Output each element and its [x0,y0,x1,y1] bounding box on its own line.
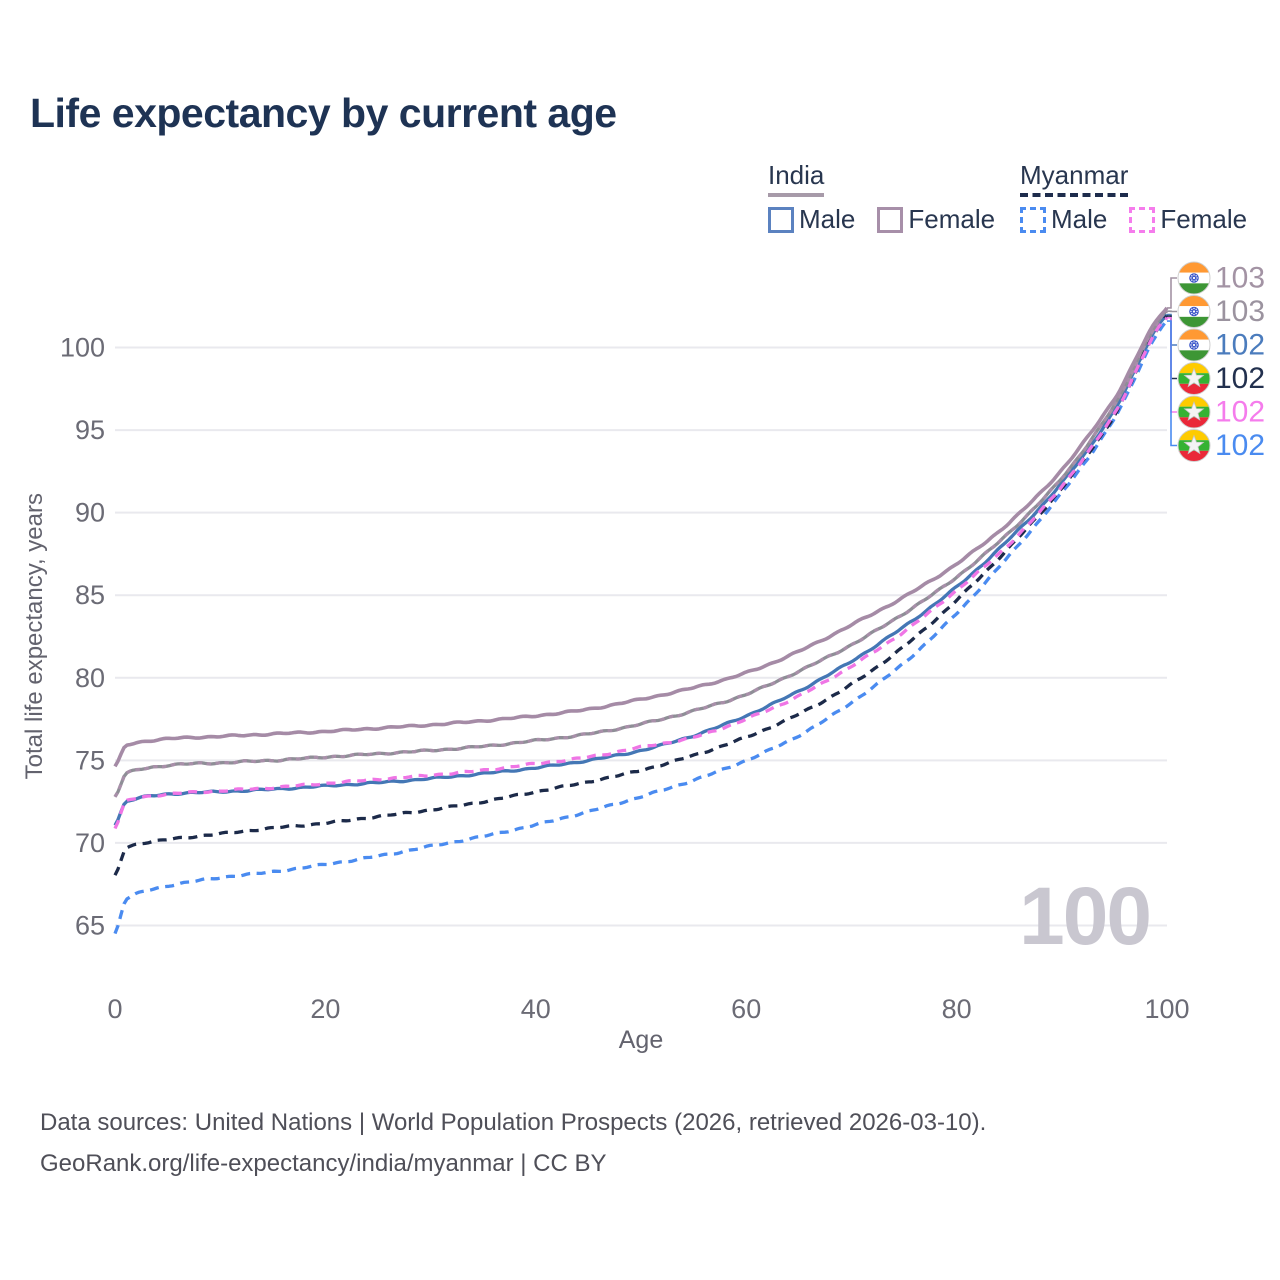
x-tick-label: 60 [731,994,761,1024]
x-tick-label: 40 [521,994,551,1024]
y-tick-label: 85 [75,580,105,610]
end-value-label-myanmar-male[interactable]: 102 [1215,429,1265,462]
legend-item-label: Female [1160,204,1248,234]
x-axis-title: Age [618,1026,664,1054]
x-tick-label: 100 [1144,994,1189,1024]
india-female-swatch-icon [877,206,904,233]
legend-item-india-male[interactable]: Male [768,204,855,235]
myanmar-flag-icon [1177,395,1211,429]
series-line-overlay-india-both-sexes [113,309,1168,798]
leader-line-myanmar-both-sexes [1167,315,1177,380]
india-male-swatch-icon [768,206,794,233]
series-line-india-female[interactable] [113,306,1169,768]
leader-line-india-female [1167,277,1177,309]
legend-item-india-female[interactable]: Female [877,204,995,235]
legend-item-label: Male [1051,204,1108,234]
myanmar-flag-icon [1177,362,1211,395]
y-tick-label: 100 [60,333,105,363]
end-value-label-india-both-sexes[interactable]: 103 [1215,295,1265,328]
india-flag-icon [1177,261,1211,295]
legend-item-myanmar-female[interactable]: Female [1129,204,1247,235]
legend-country-india[interactable]: India [768,160,825,197]
myanmar-male-swatch-icon [1020,206,1046,233]
myanmar-female-swatch-icon [1129,206,1156,233]
end-value-label-myanmar-both-sexes[interactable]: 102 [1215,362,1265,395]
age-indicator-watermark: 100 [1019,871,1152,962]
india-flag-icon [1177,328,1211,362]
legend-country-myanmar[interactable]: Myanmar [1020,160,1129,197]
leader-line-myanmar-male [1167,320,1177,447]
y-tick-label: 65 [75,911,105,941]
myanmar-flag-icon [1177,429,1211,462]
y-tick-label: 70 [75,828,105,858]
end-value-label-myanmar-female[interactable]: 102 [1215,396,1265,429]
leader-line-india-male [1167,313,1177,346]
y-tick-label: 90 [75,498,105,528]
series-line-myanmar-both-sexes[interactable] [113,314,1169,876]
y-axis-title: Total life expectancy, years [21,492,48,780]
y-tick-label: 80 [75,663,105,693]
x-tick-label: 20 [310,994,340,1024]
series-line-myanmar-male[interactable] [113,319,1169,935]
end-value-label-india-female[interactable]: 103 [1215,262,1265,295]
series-line-india-male[interactable] [113,313,1169,827]
data-sources-line: Data sources: United Nations | World Pop… [40,1109,987,1136]
end-value-label-india-male[interactable]: 102 [1215,329,1265,362]
legend-group-india: India Male Female [768,160,998,235]
legend-item-label: Female [908,204,996,234]
india-flag-icon [1177,295,1211,328]
legend-group-myanmar: Myanmar Male Female [1020,160,1247,235]
legend-item-myanmar-male[interactable]: Male [1020,204,1107,235]
page-title: Life expectancy by current age [30,90,617,136]
footer: Data sources: United Nations | World Pop… [40,1102,986,1184]
x-tick-label: 80 [942,994,972,1024]
y-tick-label: 95 [75,415,105,445]
chart-legend: India Male Female Myanmar Male Female [768,160,1247,235]
attribution-line: GeoRank.org/life-expectancy/india/myanma… [40,1150,607,1177]
leader-line-myanmar-female [1167,316,1177,413]
y-tick-label: 75 [75,745,105,775]
x-tick-label: 0 [107,994,122,1024]
legend-item-label: Male [799,204,856,234]
